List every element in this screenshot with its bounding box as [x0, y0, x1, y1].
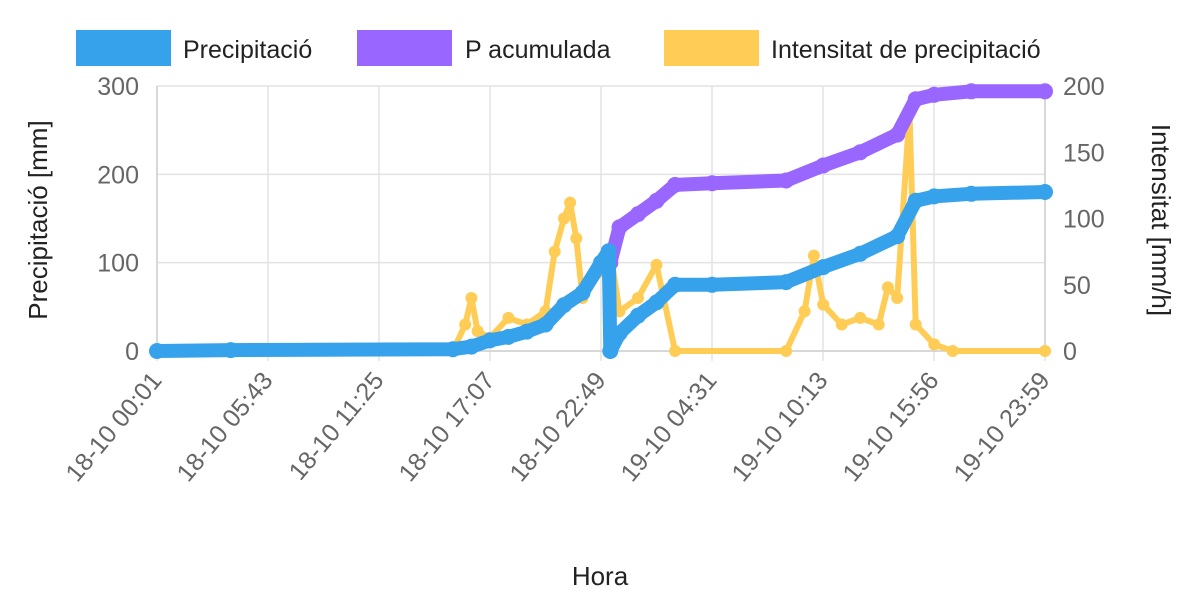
data-point	[444, 341, 461, 358]
data-point	[946, 345, 959, 357]
data-point	[889, 228, 906, 245]
x-tick-label: 18-10 00:01	[60, 367, 167, 487]
data-point	[807, 249, 820, 262]
data-point	[926, 188, 943, 205]
series-precipitacio	[149, 184, 1053, 359]
data-point	[149, 343, 165, 359]
data-point	[926, 86, 943, 103]
data-point	[907, 91, 924, 108]
data-point	[889, 126, 906, 143]
y-right-tick-label: 100	[1063, 206, 1105, 234]
y-axis-right-title: Intensitat [mm/h]	[1146, 124, 1176, 316]
data-point	[778, 274, 795, 291]
data-point	[815, 259, 832, 276]
y-left-tick-label: 100	[97, 250, 139, 278]
data-point	[891, 292, 904, 304]
data-point	[963, 83, 980, 100]
data-point	[852, 245, 869, 262]
x-tick-label: 19-10 04:31	[615, 367, 722, 487]
data-point	[593, 254, 609, 271]
x-tick-label: 19-10 15:56	[837, 367, 944, 487]
legend-swatch-intensitat[interactable]	[664, 30, 759, 66]
data-point	[471, 325, 484, 338]
y-right-tick-label: 200	[1063, 73, 1105, 101]
y-axis-left-title: Precipitació [mm]	[23, 120, 53, 319]
data-point	[222, 342, 239, 359]
data-point	[502, 311, 515, 324]
data-point	[817, 298, 830, 311]
y-right-tick-label: 0	[1063, 338, 1077, 366]
data-point	[630, 307, 646, 324]
series-line	[154, 109, 1048, 354]
data-point	[667, 176, 684, 193]
x-tick-label: 18-10 17:07	[393, 367, 500, 487]
data-point	[500, 328, 517, 345]
y-right-tick-label: 50	[1063, 272, 1091, 300]
data-point	[574, 284, 591, 301]
data-point	[778, 172, 795, 189]
x-tick-label: 18-10 22:49	[504, 367, 611, 487]
data-point	[1039, 345, 1051, 357]
x-tick-label: 18-10 05:43	[171, 367, 278, 487]
data-point	[963, 185, 980, 202]
data-point	[872, 318, 885, 331]
legend-swatch-p-acumulada[interactable]	[357, 30, 452, 66]
data-point	[881, 281, 894, 294]
data-point	[564, 196, 577, 209]
data-point	[556, 297, 572, 314]
legend-label-precipitacio[interactable]: Precipitació	[183, 36, 312, 64]
x-tick-label: 18-10 11:25	[284, 367, 390, 486]
data-point	[1037, 83, 1053, 100]
data-point	[611, 219, 628, 236]
data-point	[854, 311, 867, 324]
data-point	[704, 276, 721, 293]
data-point	[648, 192, 665, 209]
data-point	[481, 332, 498, 349]
data-point	[611, 325, 628, 342]
y-left-tick-label: 0	[125, 338, 139, 366]
y-left-tick-label: 200	[97, 161, 139, 189]
data-point	[798, 305, 811, 318]
data-point	[630, 206, 646, 223]
data-point	[907, 192, 924, 209]
data-point	[704, 175, 721, 192]
data-point	[909, 318, 922, 331]
data-point	[558, 212, 570, 225]
legend: Precipitació P acumulada Intensitat de p…	[76, 30, 1041, 66]
legend-label-intensitat[interactable]: Intensitat de precipitació	[771, 36, 1041, 64]
data-point	[602, 343, 619, 359]
legend-swatch-precipitacio[interactable]	[76, 30, 171, 66]
legend-label-p-acumulada[interactable]: P acumulada	[465, 36, 611, 64]
data-point	[928, 338, 941, 351]
data-point	[459, 318, 472, 331]
x-tick-label: 19-10 23:59	[948, 367, 1055, 487]
data-point	[537, 316, 554, 333]
series-p-acumulada	[602, 83, 1053, 271]
data-point	[667, 276, 684, 293]
data-point	[518, 323, 535, 340]
data-point	[600, 243, 617, 260]
data-point	[835, 318, 848, 331]
data-point	[852, 144, 869, 161]
data-point	[463, 338, 480, 355]
data-point	[632, 292, 644, 304]
data-point	[648, 294, 665, 311]
data-point	[548, 245, 561, 258]
y-left-tick-label: 300	[97, 73, 139, 101]
y-right-tick-label: 150	[1063, 139, 1105, 167]
data-point	[780, 345, 793, 357]
x-axis-title: Hora	[572, 561, 629, 591]
data-point	[815, 157, 832, 174]
data-point	[1037, 184, 1053, 200]
data-point	[650, 258, 663, 271]
data-point	[669, 345, 682, 357]
x-tick-label: 19-10 10:13	[726, 367, 833, 487]
data-point	[465, 292, 478, 304]
data-point	[570, 232, 583, 245]
